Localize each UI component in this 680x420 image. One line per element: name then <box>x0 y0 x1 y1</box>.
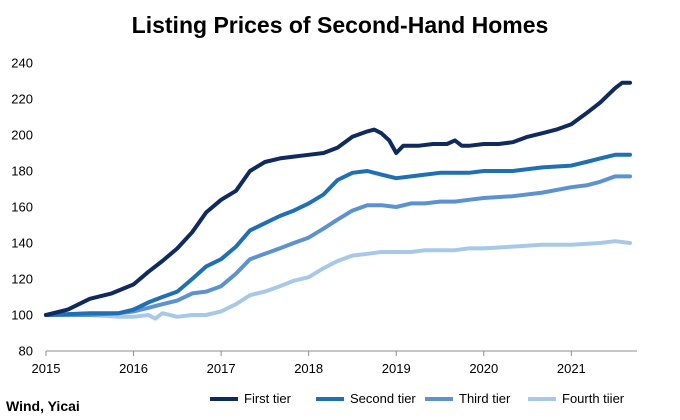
legend-item: Third tier <box>425 391 511 406</box>
legend-item: Fourth tiier <box>528 391 625 406</box>
legend-label: Fourth tiier <box>562 391 625 406</box>
legend-item: First tier <box>210 391 292 406</box>
series-line-second-tier <box>44 152 632 317</box>
y-tick-label: 80 <box>19 344 33 359</box>
y-axis: 80 100 120 140 160 180 200 220 240 <box>11 56 33 359</box>
y-tick-label: 180 <box>11 164 33 179</box>
y-tick-label: 140 <box>11 236 33 251</box>
x-tick-label: 2017 <box>207 361 236 376</box>
series-line-first-tier <box>44 80 632 317</box>
legend-label: First tier <box>244 391 292 406</box>
y-tick-label: 160 <box>11 200 33 215</box>
x-tick-label: 2020 <box>469 361 498 376</box>
x-tick-label: 2018 <box>294 361 323 376</box>
x-tick-label: 2021 <box>557 361 586 376</box>
x-axis: 2015 2016 2017 2018 2019 2020 2021 <box>32 350 637 376</box>
y-tick-label: 100 <box>11 308 33 323</box>
series-line-fourth-tiier <box>44 239 632 321</box>
legend-label: Second tier <box>350 391 416 406</box>
legend-item: Second tier <box>316 391 416 406</box>
source-label: Wind, Yicai <box>6 398 80 414</box>
legend: First tier Second tier Third tier Fourth ti… <box>210 391 625 406</box>
y-tick-label: 220 <box>11 92 33 107</box>
y-tick-label: 120 <box>11 272 33 287</box>
legend-label: Third tier <box>459 391 511 406</box>
series-line-third-tier <box>44 174 632 317</box>
y-tick-label: 240 <box>11 56 33 71</box>
y-tick-label: 200 <box>11 128 33 143</box>
x-tick-label: 2015 <box>32 361 61 376</box>
x-tick-label: 2016 <box>119 361 148 376</box>
chart-title: Listing Prices of Second-Hand Homes <box>132 12 549 38</box>
x-tick-label: 2019 <box>382 361 411 376</box>
series-lines <box>44 80 632 321</box>
